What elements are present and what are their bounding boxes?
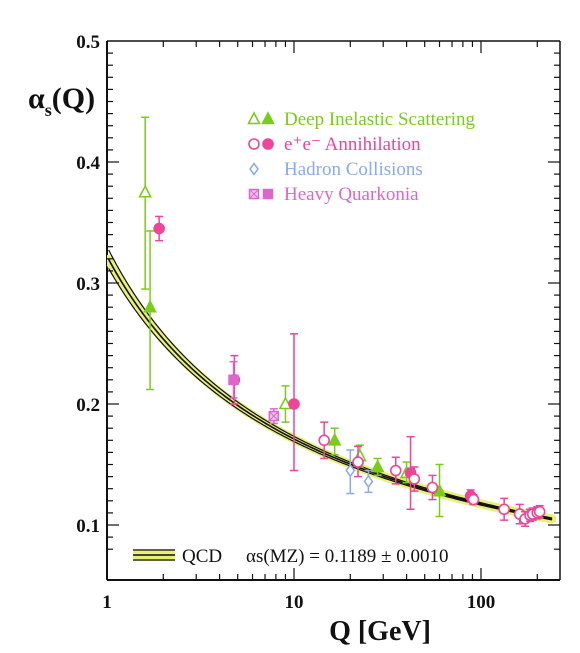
quarkonia-point-hatch [268,411,279,421]
tick-labels: 1 10 100 0.1 0.2 0.3 0.4 0.5 [76,32,495,613]
qcd-band-lower [108,268,553,521]
dis-point [278,396,293,410]
legend: Deep Inelastic Scattering e⁺e⁻ Annihilati… [133,109,475,567]
dis-point [143,299,157,313]
y-tick-label: 0.3 [76,274,100,295]
series-dis [138,116,447,518]
qcd-formula: αs(MZ) = 0.1189 ± 0.0010 [246,546,448,567]
axis-titles: Q [GeV] αs(Q) [28,82,431,647]
series-ee [153,215,546,527]
qcd-band-fill [107,254,557,524]
y-tick-label: 0.5 [76,32,100,53]
ee-point [533,505,546,518]
hadron-point [345,463,356,478]
ee-point [408,473,421,485]
series-hadron [345,449,374,495]
legend-dis-marker [261,111,275,125]
y-axis-title: αs(Q) [28,82,95,120]
dis-point [370,459,385,473]
quarkonia-point [228,374,239,386]
ee-point [153,222,165,235]
y-tick-label: 0.1 [76,516,100,537]
x-tick-label: 100 [467,592,496,613]
dis-point [138,184,152,198]
ee-point [426,481,439,494]
qcd-band-upper [108,249,553,519]
ee-point [467,493,480,506]
y-tick-label: 0.2 [76,395,100,416]
plot-frame [106,40,561,581]
y-axis-title-sub: s [45,100,52,120]
series-quarkonia [228,360,280,425]
ee-point [288,398,300,410]
y-axis-title-base: α [28,82,45,115]
ee-point [498,503,510,516]
legend-dis-label: Deep Inelastic Scattering [284,109,475,130]
x-axis-title: Q [GeV] [329,616,431,647]
legend-ee-marker [248,138,260,150]
legend-hadron-marker [249,162,259,176]
qcd-central-line [107,258,553,520]
ee-point [352,456,364,468]
legend-dis-marker [247,111,261,125]
legend-ee-label: e⁺e⁻ Annihilation [284,134,421,155]
dis-point [327,432,342,446]
legend-quarkonia-marker [262,188,274,200]
x-tick-label: 1 [102,592,112,613]
data-points [138,116,546,527]
legend-quarkonia-marker-hatch [249,189,259,199]
axis-ticks [106,41,560,580]
y-tick-label: 0.4 [76,153,100,174]
x-tick-label: 10 [285,592,304,613]
legend-ee-marker [262,138,274,150]
ee-point [318,434,330,447]
legend-hadron-label: Hadron Collisions [284,159,423,180]
y-axis-title-tail: (Q) [52,82,95,115]
qcd-band [107,249,557,524]
legend-quarkonia-label: Heavy Quarkonia [284,184,419,205]
qcd-legend-label: QCD [182,546,222,567]
hadron-point [363,474,374,489]
ee-point [389,464,402,477]
